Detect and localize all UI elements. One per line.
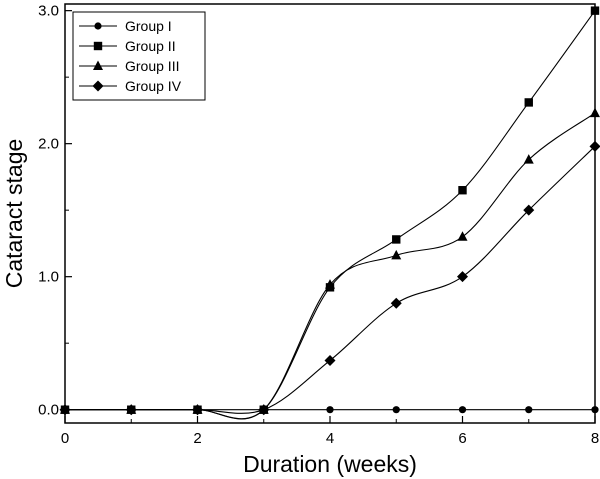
x-tick-label: 6	[458, 430, 466, 447]
y-axis-title: Cataract stage	[1, 139, 27, 289]
data-point-series-1	[525, 406, 533, 414]
data-point-series-1	[591, 406, 599, 414]
data-point-series-4	[192, 404, 203, 416]
legend-marker	[93, 41, 103, 51]
data-point-series-3	[523, 154, 534, 164]
legend: Group I Group II Group III Group IV	[72, 11, 206, 101]
data-point-series-4	[523, 204, 535, 216]
x-tick-label: 4	[326, 430, 334, 447]
axis-ticks: 0 2 4 6 8 0.0 1.0 2.0 3.0	[38, 3, 599, 447]
y-tick-label: 3.0	[38, 3, 59, 20]
series-markers	[59, 6, 600, 416]
series-line-3	[65, 112, 596, 420]
x-tick-label: 0	[61, 430, 69, 447]
data-point-series-3	[391, 249, 402, 260]
legend-label: Group III	[125, 58, 179, 74]
data-point-series-3	[457, 231, 468, 241]
x-axis-title: Duration (weeks)	[243, 451, 417, 477]
data-point-series-4	[390, 297, 402, 309]
x-tick-label: 8	[591, 430, 599, 447]
x-tick-label: 2	[193, 430, 201, 447]
legend-marker	[92, 80, 104, 92]
legend-label: Group IV	[125, 78, 182, 94]
data-point-series-2	[392, 235, 401, 244]
y-tick-label: 1.0	[38, 269, 59, 286]
y-tick-label: 0.0	[38, 402, 59, 419]
legend-marker	[93, 60, 103, 70]
data-point-series-2	[458, 186, 467, 195]
data-point-series-4	[324, 354, 336, 366]
data-point-series-4	[125, 404, 137, 416]
legend-label: Group I	[125, 18, 172, 34]
legend-label: Group II	[125, 38, 176, 54]
data-point-series-4	[589, 140, 600, 152]
y-tick-label: 2.0	[38, 136, 59, 153]
data-point-series-3	[590, 107, 600, 118]
data-point-series-2	[524, 98, 533, 107]
data-point-series-4	[258, 404, 270, 416]
data-point-series-1	[392, 406, 400, 414]
data-point-series-1	[326, 406, 334, 414]
data-point-series-1	[458, 406, 467, 414]
data-point-series-4	[457, 271, 468, 283]
legend-marker	[94, 22, 102, 30]
data-point-series-3	[325, 279, 335, 289]
data-point-series-2	[590, 6, 600, 15]
